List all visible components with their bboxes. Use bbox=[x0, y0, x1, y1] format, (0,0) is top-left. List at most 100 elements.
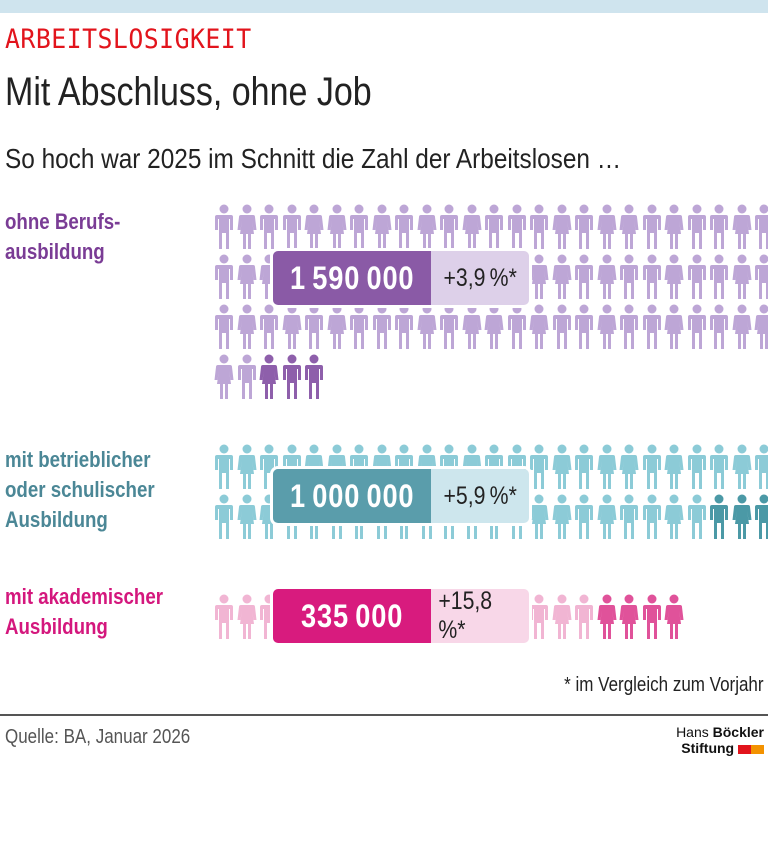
person-icon bbox=[484, 304, 504, 350]
value-change: +15,8 %* bbox=[431, 589, 529, 643]
label-line: mit betrieblicher bbox=[5, 447, 151, 472]
group-label-no-training: ohne Berufs- ausbildung bbox=[5, 207, 120, 267]
person-icon bbox=[687, 494, 707, 540]
person-icon bbox=[574, 444, 594, 490]
person-icon bbox=[552, 254, 572, 300]
person-icon bbox=[507, 304, 527, 350]
person-icon bbox=[642, 204, 662, 250]
value-text: 1 000 000 bbox=[289, 477, 415, 514]
value-text: 335 000 bbox=[300, 597, 404, 634]
subtitle: So hoch war 2025 im Schnitt die Zahl der… bbox=[5, 143, 622, 174]
person-icon bbox=[439, 304, 459, 350]
person-icon bbox=[642, 444, 662, 490]
person-icon bbox=[709, 494, 729, 540]
person-icon bbox=[552, 204, 572, 250]
value-box-academic: 335 000 +15,8 %* bbox=[270, 586, 532, 646]
person-icon bbox=[732, 304, 752, 350]
value-text: 1 590 000 bbox=[289, 259, 415, 296]
person-icon bbox=[462, 304, 482, 350]
person-icon bbox=[664, 494, 684, 540]
person-icon bbox=[619, 594, 639, 640]
person-icon bbox=[642, 594, 662, 640]
person-icon bbox=[304, 204, 324, 250]
label-line: ohne Berufs- bbox=[5, 209, 121, 234]
person-icon bbox=[664, 304, 684, 350]
person-icon bbox=[709, 204, 729, 250]
person-icon bbox=[394, 304, 414, 350]
footnote: * im Vergleich zum Vorjahr bbox=[564, 674, 764, 696]
person-icon bbox=[642, 494, 662, 540]
person-icon bbox=[619, 444, 639, 490]
person-icon bbox=[619, 304, 639, 350]
person-icon bbox=[664, 204, 684, 250]
person-icon bbox=[732, 254, 752, 300]
person-icon bbox=[664, 444, 684, 490]
person-icon bbox=[349, 304, 369, 350]
person-icon bbox=[237, 444, 257, 490]
person-icon bbox=[237, 354, 257, 400]
person-icon bbox=[709, 444, 729, 490]
group-label-vocational: mit betrieblicher oder schulischer Ausbi… bbox=[5, 445, 155, 535]
person-icon bbox=[642, 304, 662, 350]
label-line: mit akademischer bbox=[5, 584, 163, 609]
person-icon bbox=[237, 204, 257, 250]
label-line: Ausbildung bbox=[5, 614, 108, 639]
person-icon bbox=[642, 254, 662, 300]
person-icon bbox=[754, 444, 768, 490]
person-icon bbox=[529, 204, 549, 250]
person-icon bbox=[732, 494, 752, 540]
logo-text: Hans bbox=[676, 724, 713, 740]
person-icon bbox=[529, 594, 549, 640]
person-icon bbox=[574, 204, 594, 250]
person-icon bbox=[214, 444, 234, 490]
person-icon bbox=[574, 254, 594, 300]
person-icon bbox=[597, 254, 617, 300]
person-icon bbox=[687, 304, 707, 350]
person-icon bbox=[552, 594, 572, 640]
label-line: Ausbildung bbox=[5, 507, 108, 532]
person-icon bbox=[372, 204, 392, 250]
person-icon bbox=[529, 444, 549, 490]
logo-red-square-icon bbox=[738, 744, 751, 754]
person-icon bbox=[237, 304, 257, 350]
top-accent-bar bbox=[0, 0, 768, 13]
value-change: +5,9 %* bbox=[431, 469, 529, 523]
person-icon bbox=[327, 304, 347, 350]
logo-text-bold: Stiftung bbox=[681, 740, 735, 756]
person-icon bbox=[282, 204, 302, 250]
person-icon bbox=[754, 494, 768, 540]
person-icon bbox=[484, 204, 504, 250]
person-icon bbox=[552, 304, 572, 350]
person-icon bbox=[687, 254, 707, 300]
value-count: 335 000 bbox=[273, 589, 431, 643]
change-text: +3,9 %* bbox=[443, 263, 517, 292]
person-icon bbox=[687, 444, 707, 490]
person-icon bbox=[709, 254, 729, 300]
person-icon bbox=[597, 594, 617, 640]
person-icon bbox=[732, 444, 752, 490]
person-icon bbox=[439, 204, 459, 250]
hans-boeckler-logo: Hans Böckler Stiftung bbox=[676, 724, 764, 756]
divider bbox=[0, 714, 768, 716]
value-box-no-training: 1 590 000 +3,9 %* bbox=[270, 248, 532, 308]
source-note: Quelle: BA, Januar 2026 bbox=[5, 726, 191, 748]
person-icon bbox=[237, 594, 257, 640]
person-icon bbox=[304, 354, 324, 400]
person-icon bbox=[664, 254, 684, 300]
label-line: oder schulischer bbox=[5, 477, 155, 502]
person-icon bbox=[552, 444, 572, 490]
person-icon bbox=[709, 304, 729, 350]
person-icon bbox=[597, 304, 617, 350]
person-icon bbox=[574, 594, 594, 640]
person-icon bbox=[282, 354, 302, 400]
person-icon bbox=[214, 494, 234, 540]
person-icon bbox=[214, 204, 234, 250]
person-icon bbox=[619, 254, 639, 300]
person-icon bbox=[237, 494, 257, 540]
person-icon bbox=[214, 254, 234, 300]
person-icon bbox=[574, 494, 594, 540]
person-icon bbox=[754, 204, 768, 250]
change-text: +5,9 %* bbox=[443, 481, 517, 510]
logo-text-bold: Böckler bbox=[712, 724, 764, 740]
group-label-academic: mit akademischer Ausbildung bbox=[5, 582, 163, 642]
